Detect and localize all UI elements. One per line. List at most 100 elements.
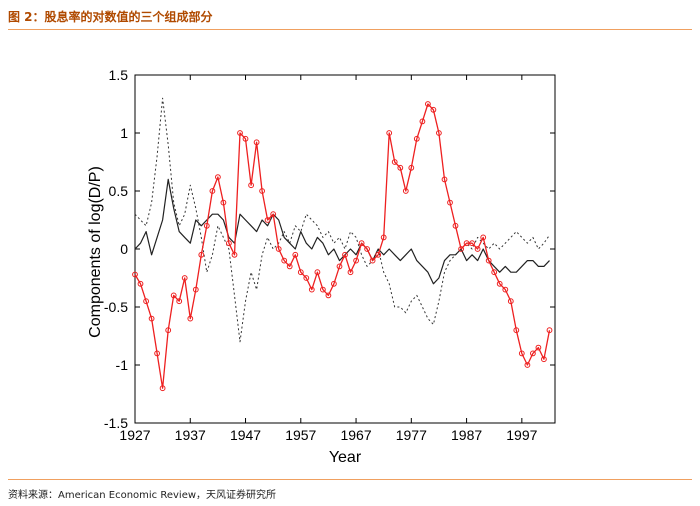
data-point — [469, 240, 476, 247]
data-point — [220, 199, 227, 206]
data-point — [502, 286, 509, 293]
x-tick-label: 1997 — [506, 427, 537, 443]
data-point — [292, 251, 299, 258]
data-point — [253, 139, 260, 146]
data-point — [513, 327, 520, 334]
data-point — [436, 130, 442, 136]
data-point — [176, 298, 183, 305]
x-tick-label: 1937 — [175, 427, 206, 443]
data-point — [375, 251, 382, 258]
data-point — [286, 263, 293, 270]
data-point — [192, 286, 199, 293]
data-point — [541, 356, 547, 363]
data-point — [518, 350, 525, 357]
data-point — [275, 246, 282, 252]
data-point — [143, 298, 150, 305]
bottom-divider — [8, 479, 692, 480]
data-point — [314, 269, 321, 276]
data-point — [215, 174, 221, 181]
x-tick-label: 1927 — [119, 427, 150, 443]
data-point — [181, 275, 188, 281]
x-tick-label: 1977 — [396, 427, 427, 443]
data-point — [187, 315, 194, 322]
data-point — [347, 269, 354, 276]
y-tick-label: -1 — [116, 357, 129, 373]
data-point — [358, 240, 365, 247]
data-point — [430, 106, 437, 113]
y-tick-label: 1.5 — [109, 67, 129, 83]
figure-title: 图 2：股息率的对数值的三个组成部分 — [8, 10, 213, 24]
data-point — [535, 344, 542, 351]
y-tick-label: 1 — [120, 125, 128, 141]
data-point — [320, 286, 326, 293]
data-point — [364, 246, 371, 252]
data-point — [474, 246, 481, 252]
data-point — [524, 362, 531, 368]
y-tick-label: 0.5 — [109, 183, 129, 199]
data-point — [386, 130, 393, 136]
data-point — [441, 176, 448, 183]
data-point — [419, 118, 426, 125]
source-note: 资料来源：American Economic Review，天风证券研究所 — [8, 490, 277, 501]
data-point — [480, 234, 487, 241]
data-point — [369, 257, 376, 264]
data-point — [203, 222, 210, 229]
data-point — [402, 188, 409, 194]
x-tick-label: 1947 — [230, 427, 261, 443]
x-axis-title: Year — [329, 449, 362, 466]
data-point — [463, 240, 470, 247]
data-point — [325, 292, 332, 299]
series-solid-line — [134, 178, 550, 285]
data-point — [248, 182, 255, 189]
data-point — [485, 257, 492, 264]
data-point — [165, 327, 172, 334]
y-tick-label: -0.5 — [104, 299, 128, 315]
x-tick-label: 1967 — [340, 427, 371, 443]
x-tick-label: 1987 — [451, 427, 482, 443]
data-point — [413, 135, 420, 142]
y-axis-title: Components of log(D/P) — [87, 166, 104, 338]
data-point — [132, 271, 138, 278]
y-tick-label: -1.5 — [104, 415, 128, 431]
data-point — [380, 234, 387, 241]
plot-frame — [134, 74, 556, 424]
chart-series — [132, 97, 553, 392]
data-point — [170, 292, 177, 299]
data-point — [270, 211, 277, 218]
data-point — [159, 385, 166, 392]
series-red-line — [134, 103, 551, 389]
top-divider — [8, 29, 692, 30]
data-point — [496, 280, 503, 287]
data-point — [259, 188, 266, 194]
data-point — [447, 199, 453, 206]
x-tick-label: 1957 — [285, 427, 316, 443]
data-point — [336, 263, 343, 270]
series-dotted-line — [134, 97, 550, 343]
data-point — [546, 327, 553, 334]
data-point — [491, 269, 498, 276]
data-point — [137, 280, 144, 287]
data-point — [391, 159, 398, 165]
data-point — [198, 251, 205, 258]
data-point — [408, 164, 415, 171]
data-point — [148, 315, 155, 322]
y-tick-label: 0 — [120, 241, 128, 257]
data-point — [397, 164, 404, 171]
data-point — [281, 257, 288, 264]
data-point — [297, 269, 304, 276]
data-point — [154, 350, 161, 357]
data-point — [242, 135, 249, 142]
data-point — [264, 217, 271, 223]
data-point — [458, 246, 465, 252]
data-point — [425, 101, 431, 107]
data-point — [303, 275, 310, 281]
data-point — [237, 130, 243, 136]
data-point — [331, 280, 337, 287]
data-point — [308, 286, 315, 293]
data-point — [353, 257, 360, 264]
data-point — [530, 350, 536, 357]
data-point — [452, 222, 459, 229]
data-point — [226, 240, 232, 247]
data-point — [342, 251, 348, 258]
